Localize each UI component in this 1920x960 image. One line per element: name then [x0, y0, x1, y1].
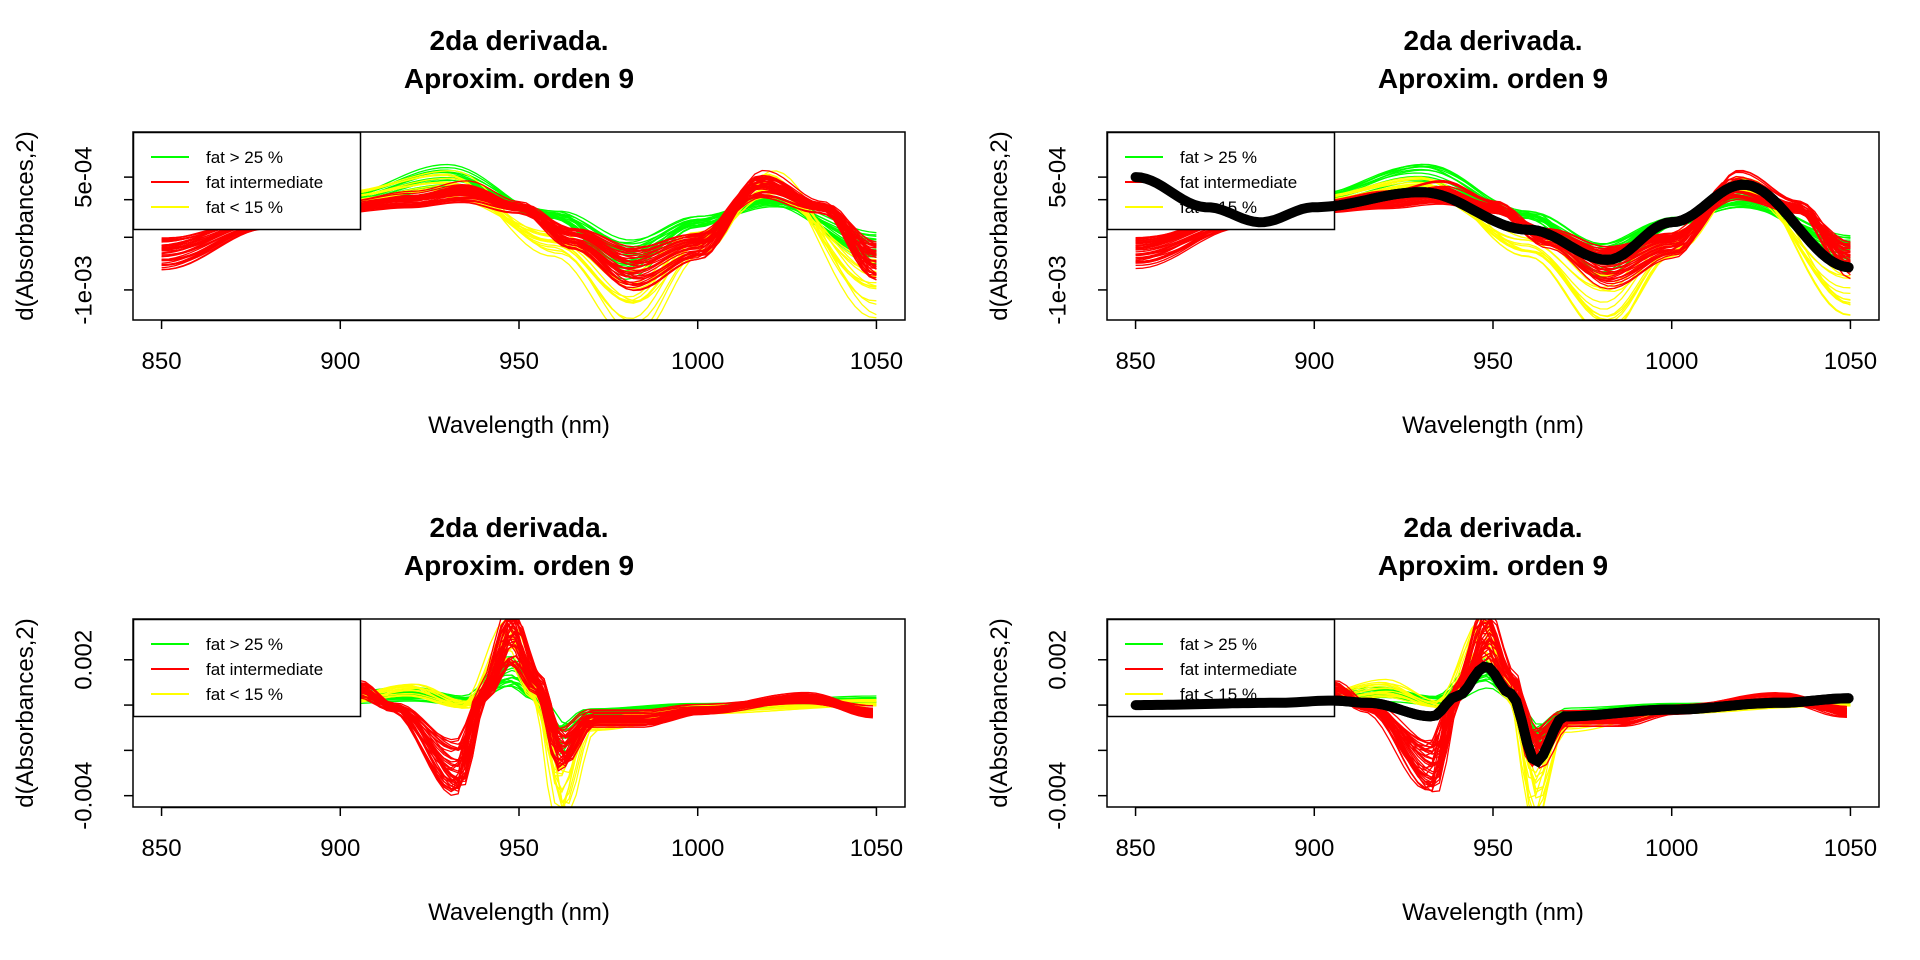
series-line-mid [358, 659, 873, 751]
y-axis: -0.004 0.002 [1044, 630, 1107, 830]
x-tick-label: 900 [320, 348, 360, 375]
chart-title-line2: Aproxim. orden 9 [1378, 63, 1608, 94]
mean-curve [1130, 172, 1854, 273]
x-tick-label: 1000 [671, 348, 724, 375]
x-tick-label: 900 [1294, 348, 1334, 375]
plot-frame [1106, 618, 1880, 808]
mean-curve [1130, 661, 1854, 768]
chart-title-line1: 2da derivada. [1404, 25, 1583, 56]
y-tick-label: 5e-04 [70, 146, 97, 207]
y-tick-label: 0.002 [70, 630, 97, 690]
x-tick-label: 1000 [1645, 348, 1698, 375]
x-axis: 850 900 950 1000 1050 [142, 319, 903, 375]
x-axis-label: Wavelength (nm) [1402, 899, 1584, 926]
x-axis: 850 900 950 1000 1050 [1116, 319, 1877, 375]
legend-label: fat intermediate [206, 173, 323, 192]
legend-label: fat < 15 % [206, 685, 283, 704]
plot-area [340, 619, 877, 807]
x-tick-label: 950 [499, 835, 539, 862]
y-axis-label: d(Absorbances,2) [986, 131, 1013, 320]
x-tick-label: 950 [1473, 835, 1513, 862]
y-tick-label: -1e-03 [70, 255, 97, 324]
y-tick-label: -0.004 [1044, 762, 1071, 830]
y-tick-label: 0.002 [1044, 630, 1071, 690]
x-tick-label: 850 [142, 835, 182, 862]
chart-panel-2: 2da derivada. Aproxim. orden 9 850 900 950 10… [986, 25, 1880, 439]
chart-panel-4: 2da derivada. Aproxim. orden 9 850 900 950 10… [986, 512, 1880, 926]
legend: fat > 25 % fat intermediate fat < 15 % [132, 618, 362, 718]
legend: fat > 25 % fat intermediate fat < 15 % [132, 131, 362, 231]
x-tick-label: 1000 [1645, 835, 1698, 862]
y-axis-label: d(Absorbances,2) [986, 618, 1013, 807]
chart-title-line1: 2da derivada. [1404, 512, 1583, 543]
legend-label: fat > 25 % [1180, 635, 1257, 654]
y-axis-label: d(Absorbances,2) [12, 131, 39, 320]
y-tick-label: -0.004 [70, 762, 97, 830]
x-axis: 850 900 950 1000 1050 [142, 806, 903, 862]
y-axis: -1e-03 5e-04 [70, 146, 133, 325]
plot-frame [132, 131, 906, 321]
x-axis-label: Wavelength (nm) [1402, 412, 1584, 439]
y-tick-label: -1e-03 [1044, 255, 1071, 324]
x-tick-label: 850 [142, 348, 182, 375]
x-tick-label: 1050 [1824, 835, 1877, 862]
plot-frame [1106, 131, 1880, 321]
legend-label: fat intermediate [1180, 173, 1297, 192]
y-axis: -0.004 0.002 [70, 630, 133, 830]
legend-label: fat intermediate [206, 660, 323, 679]
series-line-mid [1331, 619, 1847, 789]
x-tick-label: 950 [499, 348, 539, 375]
legend-label: fat > 25 % [1180, 148, 1257, 167]
legend-label: fat intermediate [1180, 660, 1297, 679]
y-axis-label: d(Absorbances,2) [12, 618, 39, 807]
y-axis: -1e-03 5e-04 [1044, 146, 1107, 325]
x-tick-label: 950 [1473, 348, 1513, 375]
plot-frame [132, 618, 906, 808]
x-tick-label: 1050 [1824, 348, 1877, 375]
legend-label: fat < 15 % [206, 198, 283, 217]
chart-title-line1: 2da derivada. [430, 512, 609, 543]
series-line-mid [357, 623, 873, 784]
x-tick-label: 1050 [850, 835, 903, 862]
chart-panel-1: 2da derivada. Aproxim. orden 9 850 900 950 10… [12, 25, 906, 439]
chart-title-line2: Aproxim. orden 9 [1378, 550, 1608, 581]
chart-title-line1: 2da derivada. [430, 25, 609, 56]
mean-curve-overlay [1130, 661, 1854, 768]
x-tick-label: 850 [1116, 348, 1156, 375]
chart-title-line2: Aproxim. orden 9 [404, 63, 634, 94]
x-tick-label: 1000 [671, 835, 724, 862]
legend-label: fat > 25 % [206, 635, 283, 654]
chart-panel-3: 2da derivada. Aproxim. orden 9 850 900 950 10… [12, 512, 906, 926]
series-line-low [340, 630, 877, 807]
x-axis: 850 900 950 1000 1050 [1116, 806, 1877, 862]
series-line-mid [358, 619, 873, 788]
x-axis-label: Wavelength (nm) [428, 899, 610, 926]
x-axis-label: Wavelength (nm) [428, 412, 610, 439]
mean-curve-overlay [1130, 172, 1854, 273]
y-tick-label: 5e-04 [1044, 146, 1071, 207]
x-tick-label: 900 [320, 835, 360, 862]
chart-title-line2: Aproxim. orden 9 [404, 550, 634, 581]
x-tick-label: 850 [1116, 835, 1156, 862]
x-tick-label: 1050 [850, 348, 903, 375]
legend-label: fat > 25 % [206, 148, 283, 167]
x-tick-label: 900 [1294, 835, 1334, 862]
